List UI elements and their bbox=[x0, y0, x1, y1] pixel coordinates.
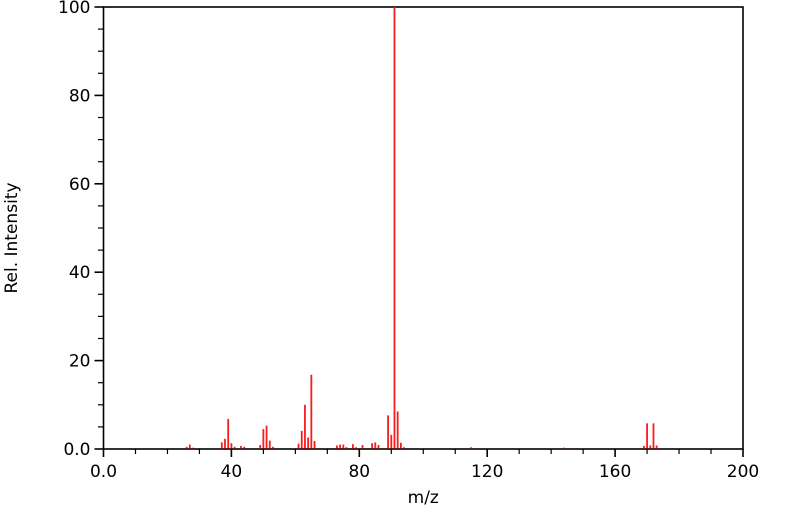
x-tick-label: 200 bbox=[727, 462, 759, 482]
x-tick-label: 0.0 bbox=[90, 462, 117, 482]
axis-tick-labels: 0.0 40 80 120 160 200 0.0 20 40 60 80 100 bbox=[58, 0, 759, 482]
plot-box-border bbox=[102, 6, 744, 450]
y-tick-label: 0.0 bbox=[63, 440, 90, 460]
x-axis-label: m/z bbox=[408, 488, 439, 508]
y-tick-label: 100 bbox=[58, 0, 90, 18]
spectrum-peaks bbox=[185, 7, 658, 449]
x-tick-label: 40 bbox=[221, 462, 243, 482]
y-tick-label: 20 bbox=[69, 352, 91, 372]
axis-ticks bbox=[94, 6, 744, 457]
y-tick-label: 60 bbox=[69, 175, 91, 195]
y-tick-label: 40 bbox=[69, 263, 91, 283]
x-tick-label: 120 bbox=[471, 462, 503, 482]
x-tick-label: 80 bbox=[348, 462, 370, 482]
plot-frame bbox=[102, 6, 744, 450]
y-tick-label: 80 bbox=[69, 86, 91, 106]
y-axis-label: Rel. Intensity bbox=[2, 182, 22, 293]
x-tick-label: 160 bbox=[599, 462, 631, 482]
